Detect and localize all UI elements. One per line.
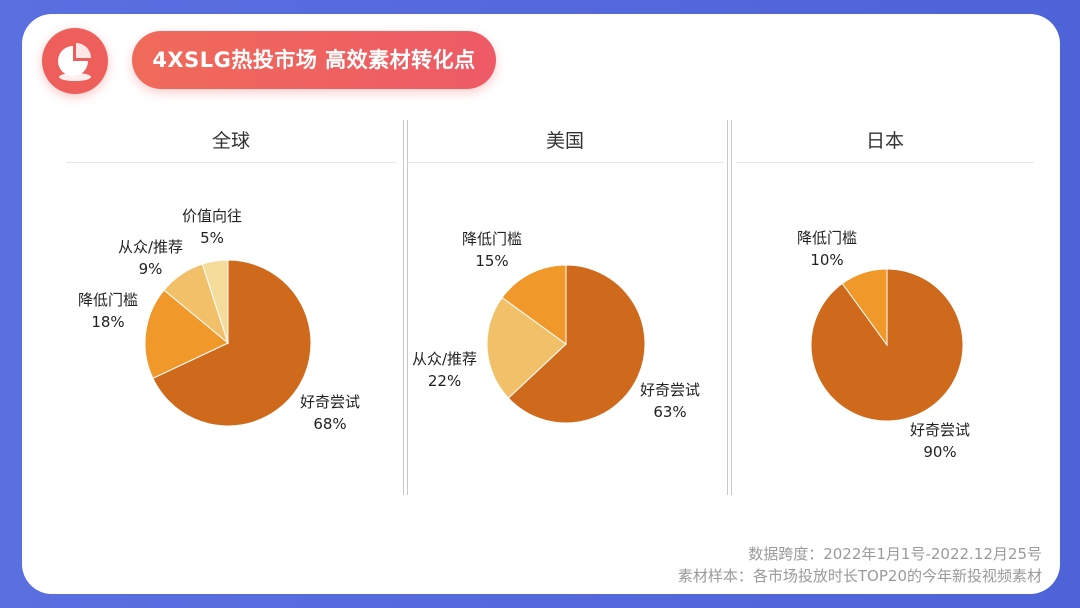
slice-label: 降低门槛 15%: [462, 230, 523, 270]
chart-title: 日本: [865, 130, 904, 152]
slice-label: 好奇尝试 63%: [640, 381, 701, 421]
footnote-sample: 素材样本：各市场投放时长TOP20的今年新投视频素材: [677, 567, 1042, 585]
slice-label: 降低门槛 10%: [797, 229, 858, 269]
slice-label: 价值向往 5%: [182, 207, 243, 247]
pie-chart-us: [486, 264, 646, 424]
pie-slice: [841, 268, 888, 347]
slice-label: 好奇尝试 90%: [910, 421, 971, 461]
chart-panel-us: 美国: [406, 120, 724, 495]
chart-title: 全球: [211, 130, 250, 152]
chart-panel-global: 全球: [66, 120, 396, 495]
pie-chart-global: [144, 259, 312, 427]
column-separator: [727, 120, 732, 495]
logo-badge: [42, 28, 108, 94]
slice-label: 从众/推荐 22%: [412, 350, 478, 390]
divider: [66, 162, 396, 163]
pie-slice: [152, 259, 312, 427]
column-separator: [403, 120, 408, 495]
pie-slice: [507, 264, 646, 424]
pie-chart-japan: [810, 268, 964, 422]
pie-chart-icon: [58, 43, 91, 81]
slice-label: 好奇尝试 68%: [300, 393, 361, 433]
chart-panel-japan: 日本: [736, 120, 1034, 495]
footnote-date-range: 数据跨度：2022年1月1号-2022.12月25号: [748, 545, 1042, 563]
divider: [406, 162, 724, 163]
pie-slice: [486, 296, 567, 399]
pie-slice: [201, 259, 229, 344]
slice-label: 从众/推荐 9%: [118, 238, 184, 278]
chart-title: 美国: [545, 130, 584, 152]
page-title: 4XSLG热投市场 高效素材转化点: [132, 31, 496, 89]
pie-slice: [501, 264, 567, 345]
pie-slice: [144, 289, 229, 380]
slice-label: 降低门槛 18%: [78, 291, 139, 331]
divider: [736, 162, 1034, 163]
